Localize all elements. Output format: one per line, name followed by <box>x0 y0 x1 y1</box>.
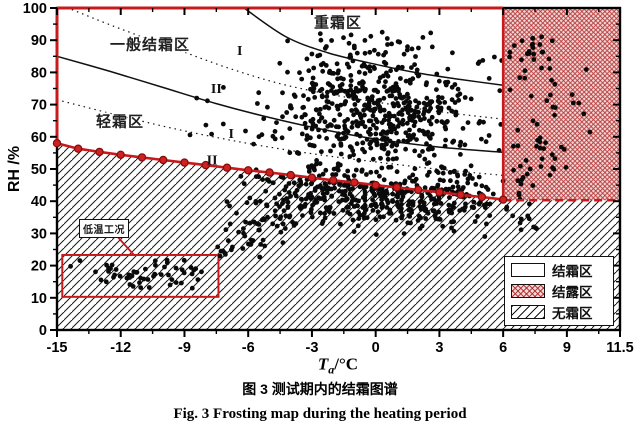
x-tick-label: -3 <box>305 340 318 356</box>
y-tick-label: 70 <box>31 98 47 114</box>
y-tick-label: 0 <box>39 323 47 339</box>
upper-dotted-boundary-curve <box>71 9 504 120</box>
y-tick-label: 10 <box>31 291 47 307</box>
x-tick-label: 6 <box>499 340 507 356</box>
y-tick-label: 90 <box>31 33 47 49</box>
caption-english: Fig. 3 Frosting map during the heating p… <box>173 406 467 422</box>
y-tick-label: 50 <box>31 162 47 178</box>
legend-swatch-dew-zone <box>511 284 545 298</box>
region-label-light-frost: 轻霜区 <box>95 113 145 131</box>
legend-swatch-no-frost-zone <box>511 305 545 319</box>
x-tick-label: 9 <box>563 340 571 356</box>
band-label-ii: II <box>207 153 218 168</box>
no-frost-region <box>57 143 620 330</box>
y-tick-label: 40 <box>31 194 47 210</box>
frost-line <box>56 141 504 201</box>
legend-swatch-frost-zone <box>511 263 545 277</box>
legend-label-frost-zone: 结霜区 <box>552 264 593 279</box>
heavy-frost-boundary-curve <box>243 7 504 87</box>
region-label-heavy-frost: 重霜区 <box>313 14 363 32</box>
frost-line-markers <box>52 138 508 204</box>
legend-item-frost-zone: 结霜区 <box>511 260 607 280</box>
x-tick-label: -15 <box>47 340 68 356</box>
x-axis-title-symbol: T <box>317 354 329 374</box>
y-tick-label: 60 <box>31 130 47 146</box>
y-tick-label: 100 <box>23 1 47 17</box>
x-tick-label: -9 <box>178 340 191 356</box>
y-tick-label: 80 <box>31 65 47 81</box>
x-tick-label: 3 <box>435 340 443 356</box>
band-label-ii: II <box>211 82 222 97</box>
tick-labels: -15 -12 -9 -6 -3 0 3 6 9 11.5 0 10 20 30 40 50 60 70 80 90 1… <box>23 1 634 356</box>
scatter-points <box>68 29 593 291</box>
x-axis-title-unit: /°C <box>334 354 359 374</box>
y-axis-title: RH /% <box>6 145 23 193</box>
low-temp-condition-label: 低温工况 <box>79 219 129 238</box>
y-tick-label: 30 <box>31 226 47 242</box>
dew-region-hatch <box>503 8 620 201</box>
x-axis-title: Ta/°C <box>318 354 358 377</box>
legend-item-dew-zone: 结露区 <box>511 281 607 301</box>
caption-chinese: 图 3 测试期内的结霜图谱 <box>242 381 398 397</box>
low-temp-rect <box>61 253 220 298</box>
x-tick-label: -6 <box>242 340 255 356</box>
x-tick-label: -12 <box>110 340 131 356</box>
x-tick-label: 0 <box>372 340 380 356</box>
x-tick-label: 11.5 <box>606 340 633 356</box>
region-label-general-frost: 一般结霜区 <box>109 36 191 54</box>
x-axis-title-subscript: a <box>328 362 335 377</box>
band-label-i: I <box>228 127 233 142</box>
band-label-i: I <box>237 44 242 59</box>
legend-label-no-frost-zone: 无霜区 <box>552 306 593 321</box>
legend-item-no-frost-zone: 无霜区 <box>511 302 607 322</box>
legend-label-dew-zone: 结露区 <box>552 285 593 300</box>
legend: 结霜区 结露区 无霜区 <box>504 256 614 326</box>
y-tick-label: 20 <box>31 259 47 275</box>
axis-ticks <box>50 7 621 337</box>
